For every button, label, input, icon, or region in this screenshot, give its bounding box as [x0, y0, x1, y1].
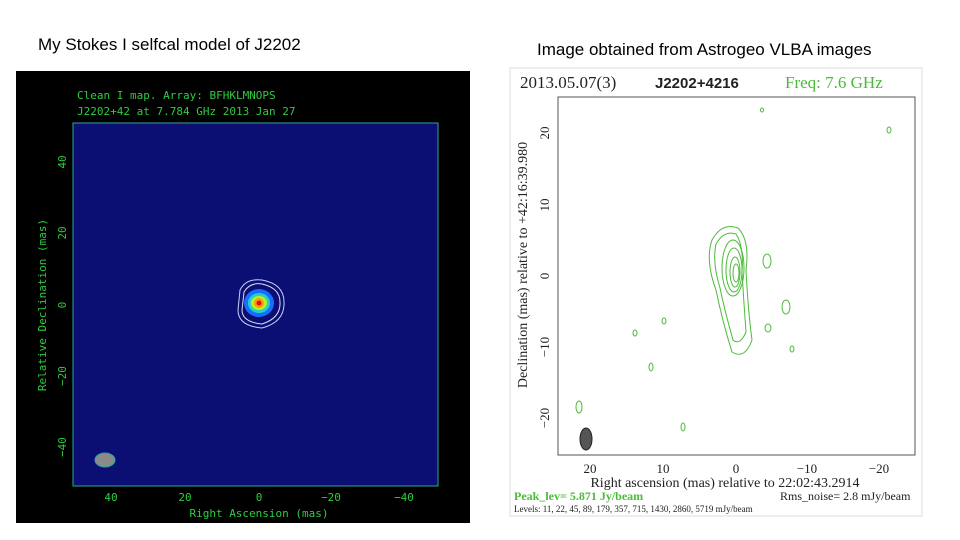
x-tick-label: 10	[657, 461, 670, 476]
contour	[237, 279, 285, 329]
x-tick-label: −10	[797, 461, 817, 476]
contour	[764, 323, 772, 333]
contour	[789, 345, 795, 353]
right-caption: Image obtained from Astrogeo VLBA images	[537, 40, 872, 59]
contour	[725, 247, 743, 293]
contour	[708, 226, 753, 355]
y-tick-label: 0	[537, 273, 552, 280]
source	[237, 279, 285, 329]
blob	[256, 300, 262, 306]
x-tick-label: −40	[394, 491, 414, 504]
x-tick-label: 20	[584, 461, 597, 476]
contour	[632, 329, 638, 337]
y-label: Relative Declination (mas)	[36, 219, 49, 391]
contour	[661, 317, 667, 325]
contour	[714, 232, 747, 343]
contour	[760, 107, 764, 113]
contour	[729, 256, 741, 288]
frequency: Freq: 7.6 GHz	[785, 73, 883, 92]
y-label: Declination (mas) relative to +42:16:39.…	[516, 142, 531, 388]
x-tick-label: −20	[869, 461, 889, 476]
x-tick-label: 40	[104, 491, 117, 504]
header: Clean I map. Array: BFHKLMNOPS	[77, 89, 276, 102]
header: J2202+42 at 7.784 GHz 2013 Jan 27	[77, 105, 296, 118]
x-label: Right Ascension (mas)	[189, 507, 328, 520]
y-tick-label: −40	[56, 437, 69, 457]
y-tick-label: −20	[537, 408, 552, 428]
left-panel: Clean I map. Array: BFHKLMNOPS J2202+42 …	[16, 71, 470, 523]
x-label: Right ascension (mas) relative to 22:02:…	[590, 476, 859, 491]
x-tick-label: 0	[256, 491, 263, 504]
contour	[241, 283, 281, 325]
y-tick-label: −20	[56, 366, 69, 386]
y-tick-label: 20	[537, 127, 552, 140]
right-panel: 2013.05.07(3) J2202+4216 Freq: 7.6 GHz 2…	[509, 67, 923, 517]
x-tick-label: 20	[178, 491, 191, 504]
contour	[732, 263, 740, 283]
y-tick-label: −10	[537, 337, 552, 357]
x-tick-label: −20	[321, 491, 341, 504]
contour	[575, 400, 583, 414]
contour	[762, 253, 772, 269]
plot-frame	[557, 96, 916, 456]
y-tick-label: 0	[56, 302, 69, 309]
source-name: J2202+4216	[655, 75, 739, 92]
beam	[579, 427, 593, 451]
y-tick-label: 20	[56, 226, 69, 239]
contour	[648, 362, 654, 372]
contour	[781, 299, 791, 315]
contour	[680, 422, 686, 432]
y-tick-label: 40	[56, 155, 69, 168]
contour	[886, 126, 892, 134]
y-tick-label: 10	[537, 199, 552, 212]
x-tick-label: 0	[733, 461, 740, 476]
left-caption: My Stokes I selfcal model of J2202	[38, 35, 301, 54]
beam	[94, 452, 116, 468]
contours	[575, 107, 892, 432]
epoch: 2013.05.07(3)	[520, 73, 616, 92]
rms: Rms_noise= 2.8 mJy/beam	[780, 489, 911, 503]
peak: Peak_lev= 5.871 Jy/beam	[514, 489, 643, 503]
contour	[721, 239, 745, 297]
levels: Levels: 11, 22, 45, 89, 179, 357, 715, 1…	[514, 504, 753, 514]
